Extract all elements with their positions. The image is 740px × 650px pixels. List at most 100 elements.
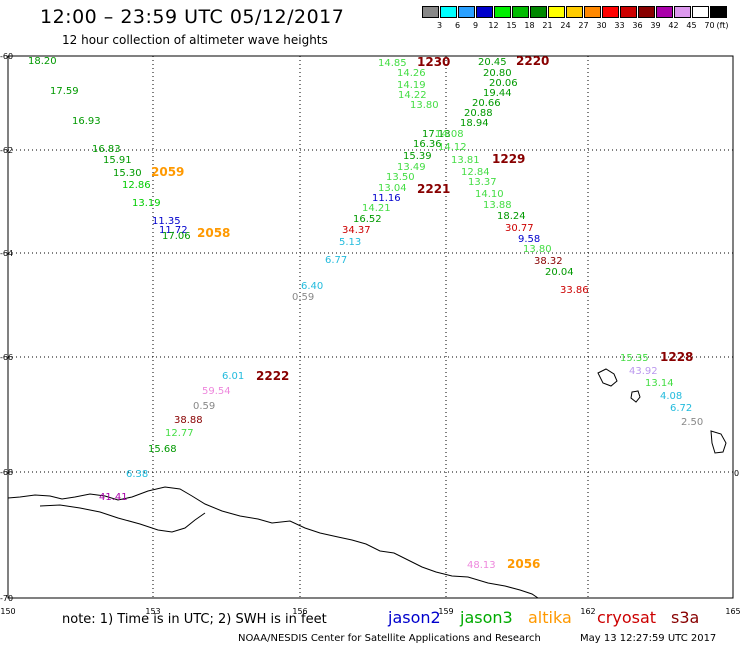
lat-tick-label: -62 (0, 146, 13, 155)
wave-height-value: 13.50 (386, 172, 415, 183)
wave-height-value: 6.72 (670, 403, 692, 414)
wave-height-value: 13.80 (410, 100, 439, 111)
lon-tick-label: 159 (438, 607, 453, 616)
island-outline (710, 430, 727, 454)
wave-height-value: 16.83 (92, 144, 121, 155)
map-frame (7, 55, 734, 599)
wave-height-value: 30.77 (505, 223, 534, 234)
wave-height-value: 14.12 (438, 142, 467, 153)
pass-time-label: 2058 (197, 226, 230, 240)
map-subtitle: 12 hour collection of altimeter wave hei… (62, 33, 328, 47)
antarctic-coastline (7, 486, 539, 599)
lat-tick-label: -66 (0, 353, 13, 362)
scale-swatch (692, 6, 709, 18)
wave-height-value: 20.66 (472, 98, 501, 109)
edge-tick-label: 0 (734, 469, 739, 478)
wave-height-value: 14.85 (378, 58, 407, 69)
scale-label: 39 (650, 21, 661, 30)
scale-swatch (422, 6, 439, 18)
wave-height-value: 13.81 (451, 155, 480, 166)
lat-tick-label: -60 (0, 52, 13, 61)
wave-height-value: 14.21 (362, 203, 391, 214)
scale-label: 15 (506, 21, 517, 30)
wave-height-value: 0.59 (193, 401, 215, 412)
satellite-legend-item: s3a (671, 608, 700, 627)
wave-height-value: 4.08 (660, 391, 682, 402)
scale-swatch (620, 6, 637, 18)
coastline (7, 368, 727, 599)
lon-tick-label: 150 (0, 607, 15, 616)
scale-label: 18 (524, 21, 535, 30)
legend-note: note: 1) Time is in UTC; 2) SWH is in fe… (62, 612, 327, 627)
wave-height-value: 6.01 (222, 371, 244, 382)
wave-height-value: 14.26 (397, 68, 426, 79)
wave-height-value: 20.45 (478, 57, 507, 68)
lat-lon-grid: 150 153 156 159 162 165 -60 -62 -64 -66 -68 -70 0 (0, 52, 740, 616)
island-outline (630, 390, 641, 403)
wave-height-value: 6.40 (301, 281, 323, 292)
scale-label: 30 (596, 21, 607, 30)
scale-label: 6 (454, 21, 461, 30)
lat-tick-label: -68 (0, 468, 13, 477)
wave-height-value: 2.50 (681, 417, 703, 428)
wave-height-value: 18.20 (28, 56, 57, 67)
wave-height-value: 11.16 (372, 193, 401, 204)
pass-time-label: 2059 (151, 165, 184, 179)
scale-swatch (440, 6, 457, 18)
wave-height-value: 14.08 (435, 129, 464, 140)
lat-tick-label: -64 (0, 249, 13, 258)
wave-height-value: 13.88 (483, 200, 512, 211)
lon-tick-label: 153 (145, 607, 160, 616)
wave-height-value: 34.37 (342, 225, 371, 236)
satellite-legend-item: jason3 (460, 608, 513, 627)
lon-tick-label: 156 (292, 607, 307, 616)
map-title: 12:00 – 23:59 UTC 05/12/2017 (40, 6, 345, 28)
wave-height-value: 38.88 (174, 415, 203, 426)
scale-swatch (710, 6, 727, 18)
scale-swatch (512, 6, 529, 18)
wave-height-value: 14.22 (398, 90, 427, 101)
lon-tick-label: 165 (725, 607, 740, 616)
wave-height-value: 13.04 (378, 183, 407, 194)
scale-swatch (602, 6, 619, 18)
wave-height-value: 13.19 (132, 198, 161, 209)
scale-label: 24 (560, 21, 571, 30)
wave-height-value: 15.39 (403, 151, 432, 162)
wave-height-value: 12.77 (165, 428, 194, 439)
wave-height-value: 6.38 (126, 469, 148, 480)
scale-swatch (674, 6, 691, 18)
wave-height-value: 20.04 (545, 267, 574, 278)
satellite-legend-item: jason2 (388, 608, 441, 627)
wave-height-value: 13.37 (468, 177, 497, 188)
wave-height-labels: 1230 2220 1229 2221 2059 2058 2222 1228 2056 18.2… (28, 54, 703, 571)
wave-height-value: 20.88 (464, 108, 493, 119)
wave-height-value: 20.06 (489, 78, 518, 89)
wave-height-value: 13.49 (397, 162, 426, 173)
scale-swatch (530, 6, 547, 18)
wave-height-value: 14.10 (475, 189, 504, 200)
pass-time-label: 2222 (256, 369, 289, 383)
wave-height-value: 16.93 (72, 116, 101, 127)
scale-swatch (638, 6, 655, 18)
wave-height-value: 33.86 (560, 285, 589, 296)
wave-height-value: 18.24 (497, 211, 526, 222)
wave-height-value: 0.59 (292, 292, 314, 303)
satellite-legend-item: altika (528, 608, 572, 627)
lon-tick-label: 162 (580, 607, 595, 616)
scale-label: 36 (632, 21, 643, 30)
pass-time-label: 1230 (417, 55, 450, 69)
scale-swatch (458, 6, 475, 18)
wave-height-value: 15.30 (113, 168, 142, 179)
scale-label: 27 (578, 21, 589, 30)
coastline-inlet (39, 504, 206, 533)
wave-height-value: 19.44 (483, 88, 512, 99)
pass-time-label: 2056 (507, 557, 540, 571)
scale-label: 45 (686, 21, 697, 30)
scale-label: 21 (542, 21, 553, 30)
wave-height-value: 17.13 (422, 129, 451, 140)
scale-label: 70 (704, 21, 715, 30)
island-outline (597, 368, 618, 387)
wave-height-value: 14.19 (397, 80, 426, 91)
